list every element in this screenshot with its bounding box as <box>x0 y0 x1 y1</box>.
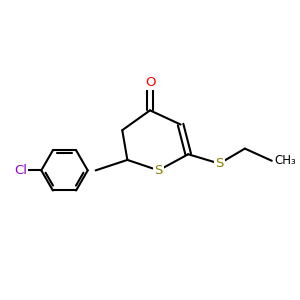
Text: O: O <box>145 76 155 89</box>
Text: S: S <box>215 157 224 170</box>
Text: Cl: Cl <box>14 164 27 177</box>
Text: CH₃: CH₃ <box>274 154 296 167</box>
Text: S: S <box>154 164 163 177</box>
